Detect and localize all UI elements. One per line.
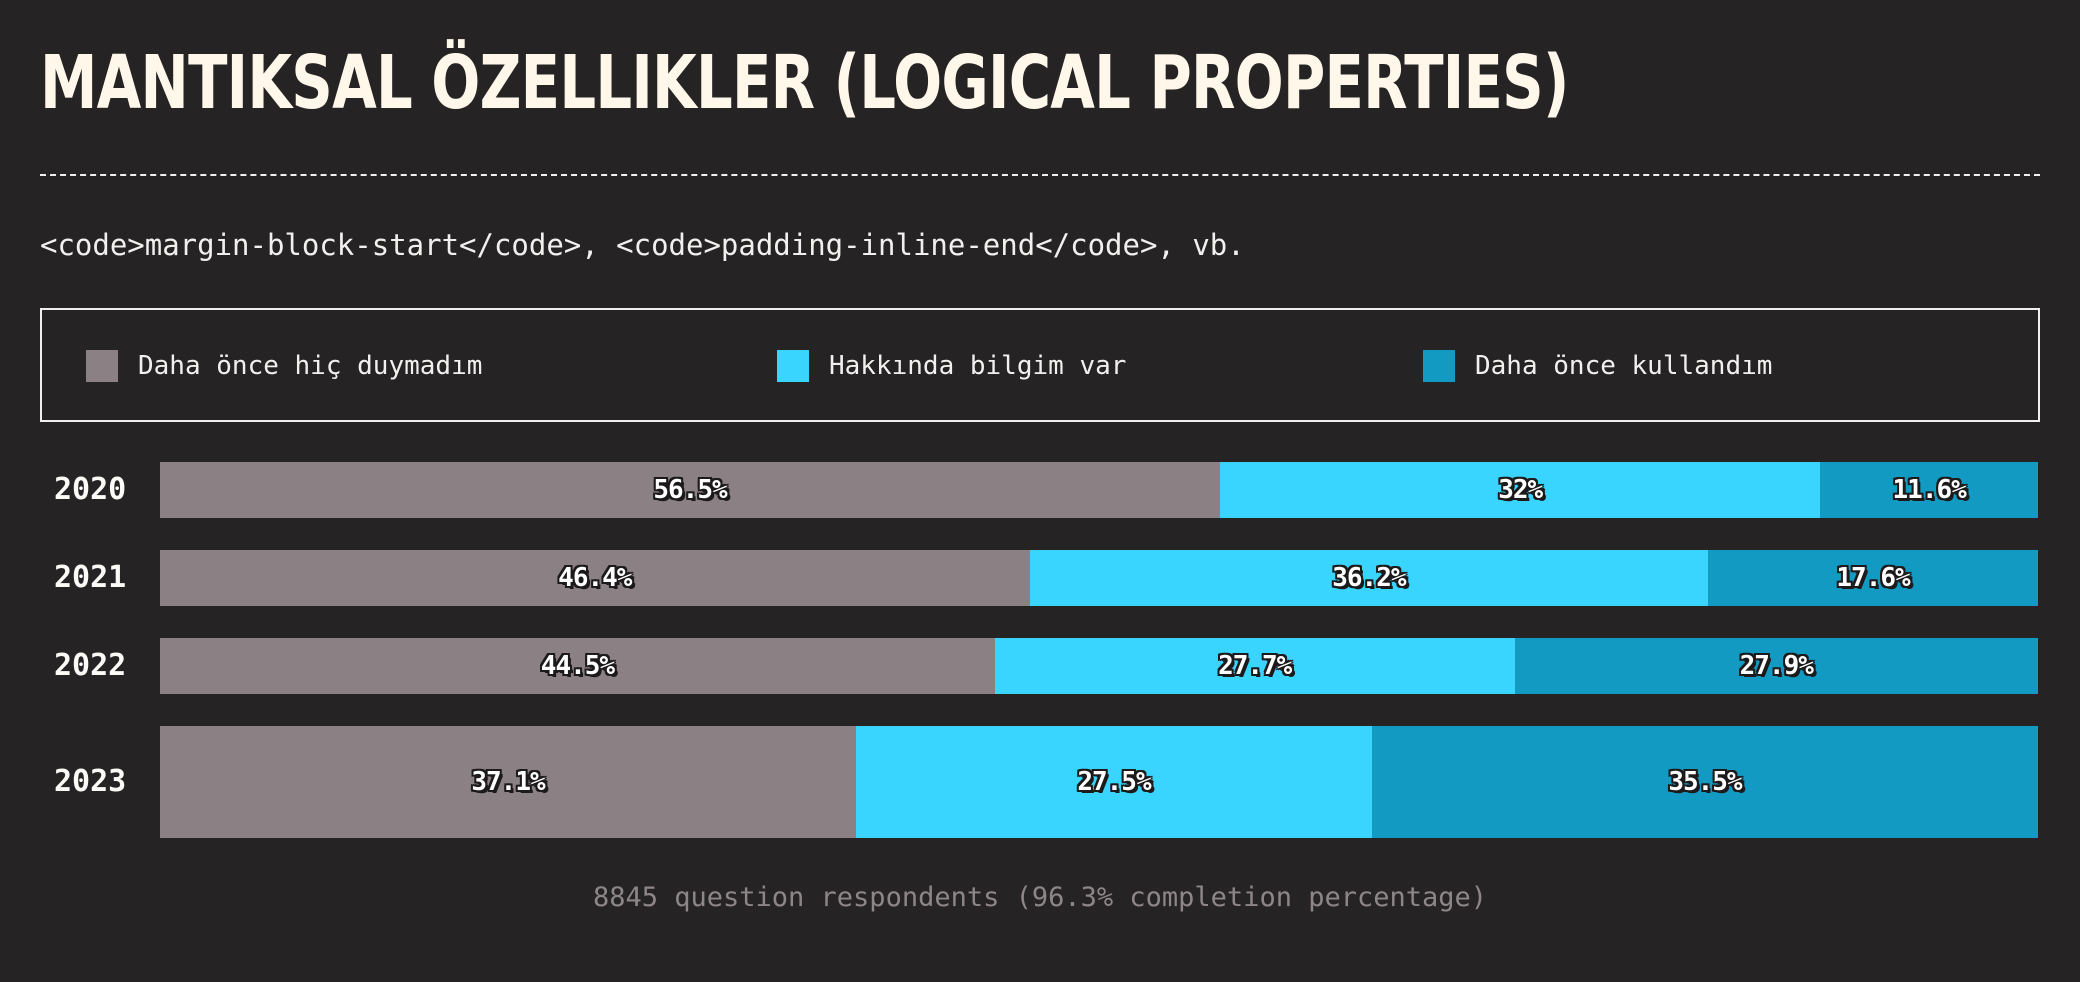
bar-segment-2020-used-before[interactable]: 11.6% — [1820, 462, 2038, 518]
data-label-2021-know-about: 36.2% — [1332, 563, 1406, 593]
data-label-2023-never-heard: 37.1% — [471, 767, 545, 797]
legend-swatch-know-about — [777, 350, 809, 382]
bar-segment-2023-never-heard[interactable]: 37.1% — [160, 726, 857, 838]
data-label-2021-never-heard: 46.4% — [558, 563, 632, 593]
data-label-2023-used-before: 35.5% — [1668, 767, 1742, 797]
legend-label-used-before: Daha önce kullandım — [1475, 351, 1773, 381]
stacked-bar-2023: 37.1% 27.5% 35.5% — [160, 726, 2038, 838]
legend-label-never-heard: Daha önce hiç duymadım — [138, 351, 483, 381]
chart-title: MANTIKSAL ÖZELLIKLER (LOGICAL PROPERTIES… — [40, 40, 1569, 126]
data-label-2020-used-before: 11.6% — [1892, 475, 1967, 505]
row-label-2020: 2020 — [54, 472, 127, 507]
legend-label-know-about: Hakkında bilgim var — [829, 351, 1127, 381]
legend-swatch-used-before — [1423, 350, 1455, 382]
chart-subtitle: <code>margin-block-start</code>, <code>p… — [40, 228, 1245, 262]
bar-segment-2020-know-about[interactable]: 32% — [1220, 462, 1821, 518]
stacked-bar-2021: 46.4% 36.2% 17.6% — [160, 550, 2038, 606]
bar-segment-2021-used-before[interactable]: 17.6% — [1708, 550, 2038, 606]
row-label-2022: 2022 — [54, 648, 127, 683]
respondents-note: 8845 question respondents (96.3% complet… — [592, 882, 1488, 913]
stacked-bar-2020: 56.5% 32% 11.6% — [160, 462, 2038, 518]
bar-segment-2023-know-about[interactable]: 27.5% — [856, 726, 1372, 838]
bar-segment-2022-used-before[interactable]: 27.9% — [1514, 638, 2038, 694]
legend-item-know-about[interactable]: Hakkında bilgim var — [777, 350, 1126, 382]
legend-item-used-before[interactable]: Daha önce kullandım — [1423, 350, 1772, 382]
bar-segment-2021-know-about[interactable]: 36.2% — [1029, 550, 1709, 606]
row-label-2021: 2021 — [54, 560, 127, 595]
bar-segment-2021-never-heard[interactable]: 46.4% — [160, 550, 1030, 606]
data-label-2020-never-heard: 56.5% — [653, 475, 727, 505]
data-label-2023-know-about: 27.5% — [1077, 767, 1151, 797]
bar-segment-2020-never-heard[interactable]: 56.5% — [160, 462, 1220, 518]
legend-swatch-never-heard — [86, 350, 118, 382]
data-label-2020-know-about: 32% — [1498, 475, 1543, 505]
data-label-2022-know-about: 27.7% — [1218, 651, 1292, 681]
bar-segment-2022-know-about[interactable]: 27.7% — [994, 638, 1515, 694]
row-label-2023: 2023 — [54, 764, 127, 799]
bar-segment-2022-never-heard[interactable]: 44.5% — [160, 638, 995, 694]
data-label-2022-never-heard: 44.5% — [540, 651, 615, 681]
title-divider — [40, 174, 2040, 176]
data-label-2022-used-before: 27.9% — [1739, 651, 1814, 681]
legend-item-never-heard[interactable]: Daha önce hiç duymadım — [86, 350, 482, 382]
chart-legend: Daha önce hiç duymadım Hakkında bilgim v… — [40, 308, 2040, 422]
bar-segment-2023-used-before[interactable]: 35.5% — [1371, 726, 2038, 838]
stacked-bar-2022: 44.5% 27.7% 27.9% — [160, 638, 2038, 694]
data-label-2021-used-before: 17.6% — [1836, 563, 1910, 593]
